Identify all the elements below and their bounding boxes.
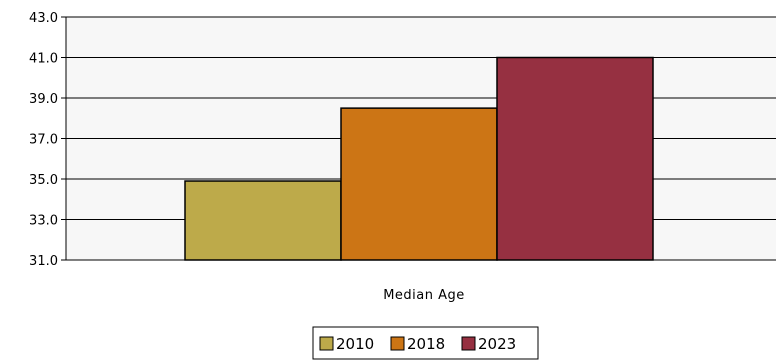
legend-label-2018: 2018 [407, 335, 445, 353]
legend-box [312, 326, 539, 360]
legend-swatch-2010 [319, 336, 334, 351]
legend-label-2010: 2010 [336, 335, 374, 353]
bars [184, 56, 654, 261]
legend-swatch-2023 [461, 336, 476, 351]
y-tick-label: 41.0 [29, 52, 58, 67]
y-tick-label: 31.0 [29, 254, 58, 269]
category-label: Median Age [383, 288, 465, 303]
bar-2010 [184, 180, 342, 261]
bar-2018 [340, 107, 498, 261]
y-tick-label: 39.0 [29, 92, 58, 107]
legend-swatch-2018 [390, 336, 405, 351]
legend: 2010 2018 2023 [312, 326, 539, 360]
bar-2023 [496, 56, 654, 261]
y-tick-label: 43.0 [29, 11, 58, 26]
y-tick-label: 33.0 [29, 214, 58, 229]
legend-label-2023: 2023 [478, 335, 516, 353]
y-axis-tick-labels: 43.0 41.0 39.0 37.0 35.0 33.0 31.0 [29, 11, 58, 269]
y-tick-label: 37.0 [29, 133, 58, 148]
y-tick-label: 35.0 [29, 173, 58, 188]
